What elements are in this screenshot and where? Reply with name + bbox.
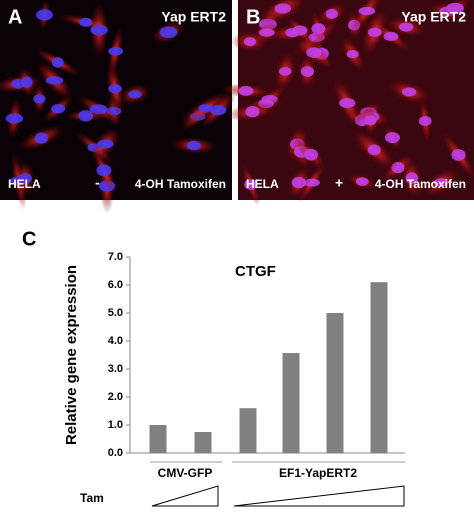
nucleus <box>300 66 315 77</box>
nucleus <box>401 87 417 97</box>
panel-letter: C <box>22 228 36 250</box>
group-label: CMV-GFP <box>158 466 213 480</box>
bar <box>282 353 300 453</box>
nucleus <box>108 46 124 56</box>
nucleus <box>383 31 399 41</box>
nucleus <box>346 49 359 59</box>
nucleus <box>78 110 94 122</box>
micrograph-b <box>220 0 474 206</box>
nucleus <box>398 22 414 32</box>
y-tick-label: 2.0 <box>108 391 123 403</box>
nucleus <box>367 27 382 37</box>
panel-letter: B <box>246 6 260 28</box>
dose-wedge <box>233 485 405 507</box>
micrograph-a <box>0 0 237 215</box>
nucleus <box>367 144 381 156</box>
bar <box>239 408 257 453</box>
nucleus <box>51 57 64 68</box>
bar <box>149 425 167 453</box>
nucleus <box>209 105 227 116</box>
bar <box>370 282 388 453</box>
chart-title: CTGF <box>235 263 276 280</box>
nucleus <box>325 8 338 19</box>
nucleus <box>446 2 464 14</box>
nucleus <box>291 176 307 189</box>
nucleus <box>79 17 93 27</box>
nucleus <box>278 67 292 76</box>
dose-wedge <box>151 485 219 507</box>
nucleus <box>451 149 466 161</box>
y-tick-label: 6.0 <box>108 279 123 291</box>
treatment-label: 4-OH Tamoxifen <box>375 177 466 191</box>
construct-label: Yap ERT2 <box>401 9 466 25</box>
nucleus <box>358 6 376 16</box>
cell-label: HELA <box>8 177 41 191</box>
nucleus <box>34 132 49 144</box>
panel-letter: A <box>8 6 22 28</box>
nucleus <box>355 177 369 186</box>
nucleus <box>304 148 319 161</box>
nucleus <box>306 47 322 58</box>
nucleus <box>274 3 292 14</box>
treatment-label: 4-OH Tamoxifen <box>135 177 226 191</box>
nucleus <box>339 98 356 108</box>
nucleus <box>45 76 64 85</box>
cell-label: HELA <box>246 177 279 191</box>
y-tick-label: 7.0 <box>108 251 123 263</box>
nucleus <box>51 103 66 114</box>
nucleus <box>238 86 254 96</box>
nucleus <box>405 172 419 184</box>
bar <box>326 313 344 453</box>
nucleus <box>96 164 112 177</box>
group-label: EF1-YapERT2 <box>279 466 357 480</box>
nucleus <box>243 37 257 47</box>
nucleus <box>384 132 400 144</box>
treatment-sign: + <box>335 175 343 191</box>
nucleus <box>418 116 432 126</box>
treatment-sign: - <box>95 175 100 191</box>
nucleus <box>97 139 114 149</box>
nucleus <box>245 105 260 118</box>
y-tick-label: 5.0 <box>108 307 123 319</box>
treatment-label: Tam <box>80 491 104 505</box>
nucleus <box>5 113 24 124</box>
nucleus <box>364 115 377 126</box>
nucleus <box>108 84 122 94</box>
nucleus <box>433 178 449 187</box>
y-tick-label: 3.0 <box>108 363 123 375</box>
nucleus <box>20 76 33 88</box>
nucleus <box>292 25 308 36</box>
construct-label: Yap ERT2 <box>161 9 226 25</box>
y-tick-label: 1.0 <box>108 419 123 431</box>
nucleus <box>311 23 326 35</box>
y-tick-label: 0.0 <box>108 447 123 459</box>
nucleus <box>159 26 178 39</box>
nucleus <box>90 24 108 36</box>
y-tick-label: 4.0 <box>108 335 123 347</box>
nucleus <box>18 173 32 184</box>
nucleus <box>128 90 142 99</box>
nucleus <box>186 140 201 151</box>
y-axis-label: Relative gene expression <box>63 265 80 445</box>
nucleus <box>244 179 258 190</box>
bar <box>194 432 212 453</box>
nucleus <box>33 94 46 104</box>
nucleus <box>35 9 53 21</box>
